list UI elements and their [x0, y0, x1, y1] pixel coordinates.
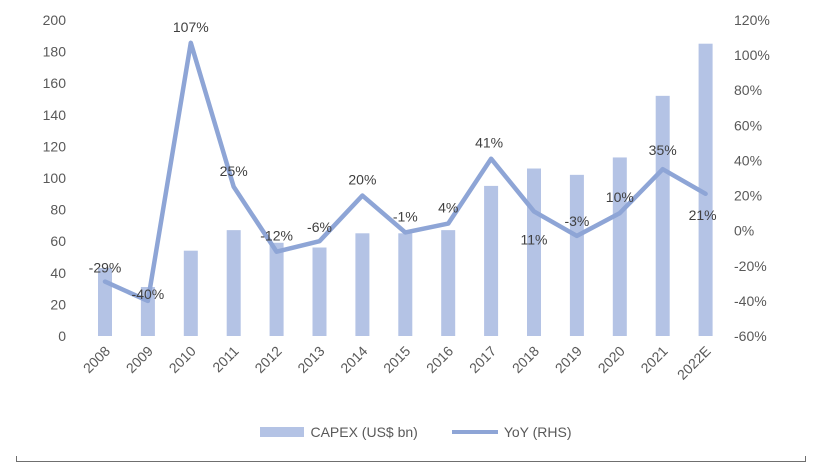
capex-bar	[527, 168, 541, 336]
yoy-data-label: 107%	[173, 19, 209, 35]
capex-bar	[226, 230, 241, 336]
legend-swatch-line	[451, 430, 498, 434]
capex-bar	[569, 174, 584, 336]
x-axis-tick-label: 2015	[380, 343, 413, 376]
legend-label-yoy: YoY (RHS)	[503, 424, 572, 440]
right-axis-tick-label: 120%	[734, 12, 770, 28]
capex-bar	[98, 268, 112, 336]
x-axis-tick-label: 2018	[509, 343, 542, 376]
legend-item-capex: CAPEX (US$ bn)	[260, 424, 418, 440]
capex-bar	[441, 230, 456, 336]
yoy-data-label: 20%	[348, 172, 376, 188]
capex-bar	[655, 95, 670, 336]
right-axis-tick-label: 60%	[734, 117, 762, 133]
yoy-data-label: -3%	[564, 213, 589, 229]
yoy-data-label: -1%	[393, 208, 418, 224]
right-axis-tick-label: 0%	[734, 223, 754, 239]
x-axis-tick-label: 2016	[423, 343, 456, 376]
x-axis-tick-label: 2010	[166, 343, 199, 376]
right-axis-tick-label: 100%	[734, 47, 770, 63]
capex-bar	[484, 185, 499, 336]
x-axis: 2008 2009 2010 2011 2012 2013 2014 2015 2016 2017…	[80, 343, 714, 383]
legend-swatch-bar	[260, 427, 305, 437]
right-axis-tick-label: -40%	[734, 293, 767, 309]
right-axis-tick-label: 40%	[734, 152, 762, 168]
yoy-line-group	[102, 40, 708, 304]
yoy-data-label: 4%	[438, 200, 458, 216]
legend: CAPEX (US$ bn) YoY (RHS)	[0, 421, 832, 443]
left-axis-tick-label: 20	[50, 296, 66, 312]
x-axis-tick-label: 2022E	[674, 343, 714, 383]
left-axis-tick-label: 160	[43, 75, 67, 91]
yoy-data-label: 10%	[606, 189, 634, 205]
yoy-data-label: -12%	[260, 228, 293, 244]
x-axis-tick-label: 2011	[209, 343, 242, 376]
capex-bar	[183, 250, 198, 336]
capex-bar	[398, 233, 413, 336]
capex-bar	[355, 233, 370, 336]
right-axis-tick-label: 80%	[734, 82, 762, 98]
left-axis-tick-label: 40	[50, 265, 66, 281]
left-axis-tick-label: 60	[50, 233, 66, 249]
x-axis-tick-label: 2008	[80, 343, 113, 376]
x-axis-tick-label: 2019	[552, 343, 585, 376]
capex-bar	[312, 247, 327, 336]
left-axis-tick-label: 200	[43, 12, 67, 28]
x-axis-tick-label: 2012	[251, 343, 284, 376]
left-axis-tick-label: 80	[50, 202, 66, 218]
x-axis-tick-label: 2009	[123, 343, 156, 376]
left-axis-tick-label: 0	[58, 328, 66, 344]
left-axis-tick-label: 180	[43, 44, 67, 60]
x-axis-tick-label: 2020	[595, 343, 628, 376]
left-axis-tick-label: 120	[43, 138, 67, 154]
capex-bar	[269, 242, 284, 336]
frame-corner-right	[805, 456, 806, 462]
yoy-data-label: 35%	[649, 142, 677, 158]
yoy-data-label: 21%	[689, 207, 717, 223]
yoy-data-label: -40%	[132, 286, 165, 302]
yoy-data-label: -29%	[89, 260, 122, 276]
right-axis: -60% -40% -20% 0% 20% 40% 60% 80% 100% 120%	[734, 12, 770, 344]
frame-corner-left	[16, 456, 17, 462]
x-axis-tick-label: 2021	[637, 343, 670, 376]
yoy-data-label: 25%	[220, 163, 248, 179]
legend-item-yoy: YoY (RHS)	[451, 424, 572, 440]
left-axis-tick-label: 100	[43, 170, 67, 186]
yoy-data-label: 41%	[475, 135, 503, 151]
capex-bar	[698, 43, 713, 336]
right-axis-tick-label: -20%	[734, 258, 767, 274]
x-axis-tick-label: 2017	[466, 343, 499, 376]
x-axis-tick-label: 2013	[294, 343, 327, 376]
frame-border	[16, 461, 806, 462]
right-axis-tick-label: -60%	[734, 328, 767, 344]
yoy-line	[102, 40, 708, 304]
legend-label-capex: CAPEX (US$ bn)	[310, 424, 418, 440]
yoy-data-label: -6%	[307, 219, 332, 235]
yoy-data-label: 11%	[521, 231, 548, 247]
left-axis-tick-label: 140	[43, 107, 67, 123]
right-axis-tick-label: 20%	[734, 188, 762, 204]
x-axis-tick-label: 2014	[337, 343, 370, 376]
capex-bar	[612, 157, 627, 336]
yoy-data-labels: -29% -40% 107% 25% -12% -6% 20% -1% 4% 41% 11% -3% 1…	[89, 19, 717, 302]
capex-bars	[98, 43, 713, 336]
left-axis: 0 20 40 60 80 100 120 140 160 180 200	[43, 12, 67, 344]
